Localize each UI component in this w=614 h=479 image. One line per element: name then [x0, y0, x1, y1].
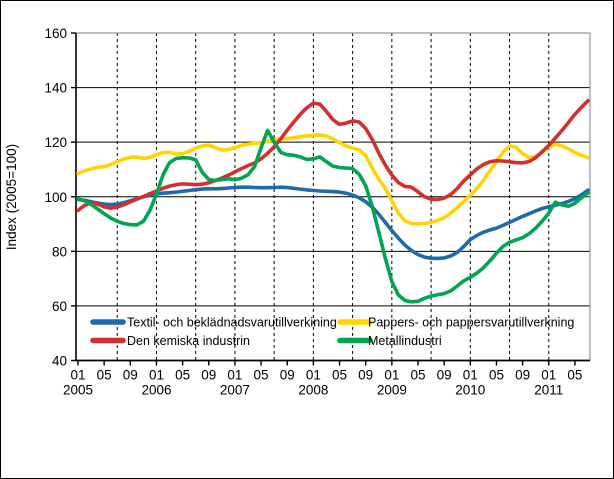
legend-item: Textil- och beklädnadsvarutillverkining [90, 316, 337, 330]
series-line-1 [76, 185, 590, 261]
legend-item: Den kemiska industrin [90, 334, 250, 348]
x-tick-label: 09 [280, 368, 295, 383]
legend-label: Pappers- och pappersvarutillverkning [368, 316, 574, 330]
y-tick-label: 100 [44, 190, 67, 205]
series-line-3 [76, 98, 590, 213]
legend: Textil- och beklädnadsvarutillverkining P… [90, 316, 574, 348]
x-tick-label: 05 [489, 368, 504, 383]
y-tick-label: 60 [52, 299, 67, 314]
x-tick-label: 09 [201, 368, 216, 383]
x-year-label: 2011 [534, 383, 563, 398]
y-tick-label: 160 [44, 26, 67, 41]
series-line-4 [76, 128, 590, 304]
x-tick-label: 05 [97, 368, 112, 383]
x-tick-label: 01 [227, 368, 242, 383]
x-tick-label: 09 [358, 368, 373, 383]
x-tick-label: 09 [515, 368, 530, 383]
x-tick-label: 09 [437, 368, 452, 383]
legend-item: Metallindustri [337, 334, 442, 348]
x-tick-label: 01 [463, 368, 478, 383]
x-tick-label: 05 [410, 368, 425, 383]
x-tick-label: 01 [384, 368, 399, 383]
x-year-label: 2006 [141, 383, 171, 398]
y-tick-label: 80 [52, 244, 67, 259]
x-tick-label: 01 [149, 368, 164, 383]
x-year-label: 2010 [455, 383, 485, 398]
x-tick-label: 05 [254, 368, 269, 383]
x-year-label: 2005 [63, 383, 93, 398]
series-line-2 [76, 133, 590, 226]
legend-label: Den kemiska industrin [127, 334, 250, 348]
x-tick-label: 01 [306, 368, 321, 383]
legend-item: Pappers- och pappersvarutillverkning [337, 316, 574, 330]
y-tick-label: 40 [52, 354, 67, 369]
x-year-label: 2009 [377, 383, 407, 398]
series-lines [76, 98, 590, 304]
legend-label: Metallindustri [368, 334, 442, 348]
x-tick-label: 01 [70, 368, 85, 383]
x-tick-label: 09 [123, 368, 138, 383]
y-tick-label: 120 [44, 135, 67, 150]
x-tick-label: 05 [332, 368, 347, 383]
x-tick-label: 05 [567, 368, 582, 383]
y-axis-title: Index (2005=100) [4, 144, 19, 250]
x-year-label: 2008 [298, 383, 328, 398]
y-tick-label: 140 [44, 81, 67, 96]
x-tick-label: 01 [541, 368, 556, 383]
legend-label: Textil- och beklädnadsvarutillverkining [127, 316, 337, 330]
x-year-label: 2007 [220, 383, 250, 398]
x-tick-label: 05 [175, 368, 190, 383]
axes [71, 32, 590, 366]
